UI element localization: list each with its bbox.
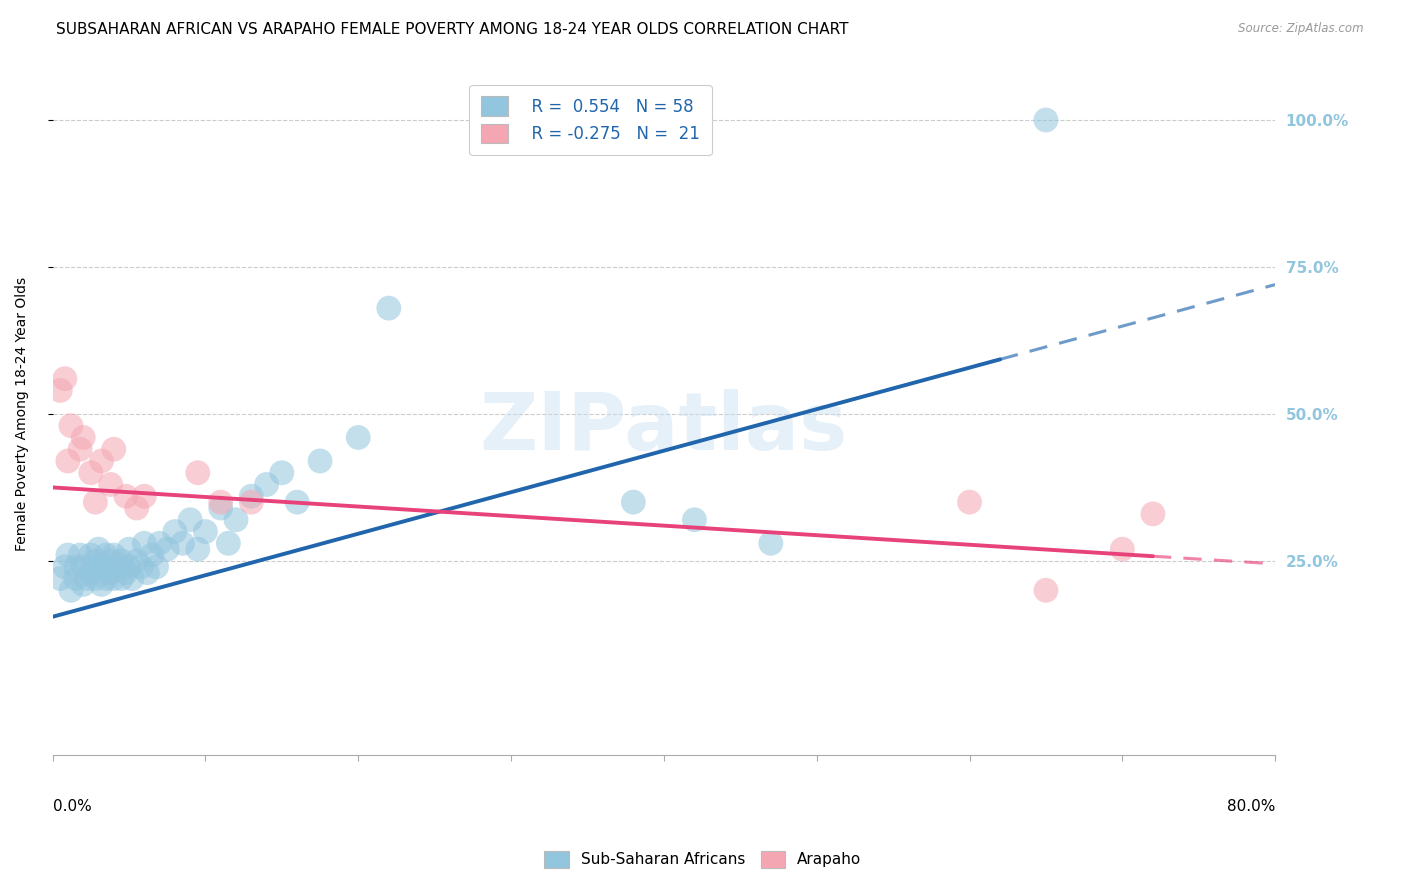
Point (103, 572, 125, 586)
Point (103, 442, 125, 457)
Point (84, 495, 107, 509)
Point (94, 572, 117, 586)
Point (209, 495, 232, 509)
Point (49, 384, 72, 398)
Point (53, 372, 76, 386)
Point (145, 559, 167, 574)
Point (75, 572, 97, 586)
Y-axis label: Female Poverty Among 18-24 Year Olds: Female Poverty Among 18-24 Year Olds (15, 277, 30, 551)
Point (125, 501, 148, 516)
Point (72, 430, 94, 444)
Point (72, 559, 94, 574)
Point (56, 548, 79, 562)
Point (87, 559, 110, 574)
Point (1111, 542, 1133, 557)
Point (94, 548, 117, 562)
Point (49, 572, 72, 586)
Point (959, 495, 981, 509)
Point (115, 566, 138, 580)
Point (134, 536, 156, 550)
Point (59, 418, 82, 433)
Point (90, 559, 112, 574)
Point (53, 559, 76, 574)
Text: SUBSAHARAN AFRICAN VS ARAPAHO FEMALE POVERTY AMONG 18-24 YEAR OLDS CORRELATION C: SUBSAHARAN AFRICAN VS ARAPAHO FEMALE POV… (56, 22, 849, 37)
Point (347, 430, 370, 444)
Point (69, 548, 91, 562)
Point (285, 495, 308, 509)
Text: ZIPatlas: ZIPatlas (479, 389, 848, 467)
Point (156, 542, 179, 557)
Point (163, 524, 186, 539)
Point (125, 554, 148, 568)
Point (136, 566, 159, 580)
Text: 0.0%: 0.0% (52, 799, 91, 814)
Point (90, 454, 112, 468)
Point (270, 466, 292, 480)
Point (59, 583, 82, 598)
Point (1142, 507, 1164, 521)
Point (683, 513, 706, 527)
Point (194, 524, 217, 539)
Point (134, 489, 156, 503)
Point (90, 577, 112, 591)
Point (103, 548, 125, 562)
Point (129, 559, 152, 574)
Point (69, 442, 91, 457)
Point (759, 536, 782, 550)
Legend:   R =  0.554   N = 58,   R = -0.275   N =  21: R = 0.554 N = 58, R = -0.275 N = 21 (470, 85, 711, 155)
Text: 80.0%: 80.0% (1227, 799, 1275, 814)
Point (187, 542, 209, 557)
Point (309, 454, 332, 468)
Point (209, 501, 232, 516)
Point (187, 466, 209, 480)
Point (1035, 583, 1057, 598)
Point (621, 495, 644, 509)
Point (121, 572, 143, 586)
Point (179, 513, 201, 527)
Point (80, 566, 103, 580)
Point (80, 548, 103, 562)
Point (217, 536, 239, 550)
Point (240, 495, 263, 509)
Point (149, 536, 172, 550)
Point (256, 477, 278, 491)
Point (378, 301, 401, 315)
Point (100, 477, 122, 491)
Point (65, 559, 87, 574)
Point (118, 542, 141, 557)
Point (110, 554, 132, 568)
Point (141, 548, 163, 562)
Point (56, 454, 79, 468)
Point (110, 572, 132, 586)
Legend: Sub-Saharan Africans, Arapaho: Sub-Saharan Africans, Arapaho (538, 845, 868, 873)
Point (100, 554, 122, 568)
Point (80, 466, 103, 480)
Point (87, 542, 110, 557)
Point (72, 577, 94, 591)
Point (240, 489, 263, 503)
Point (65, 572, 87, 586)
Point (1035, 113, 1057, 128)
Point (100, 566, 122, 580)
Point (118, 559, 141, 574)
Point (172, 536, 194, 550)
Point (115, 489, 138, 503)
Point (84, 572, 107, 586)
Point (105, 559, 128, 574)
Point (84, 554, 107, 568)
Text: Source: ZipAtlas.com: Source: ZipAtlas.com (1239, 22, 1364, 36)
Point (225, 513, 247, 527)
